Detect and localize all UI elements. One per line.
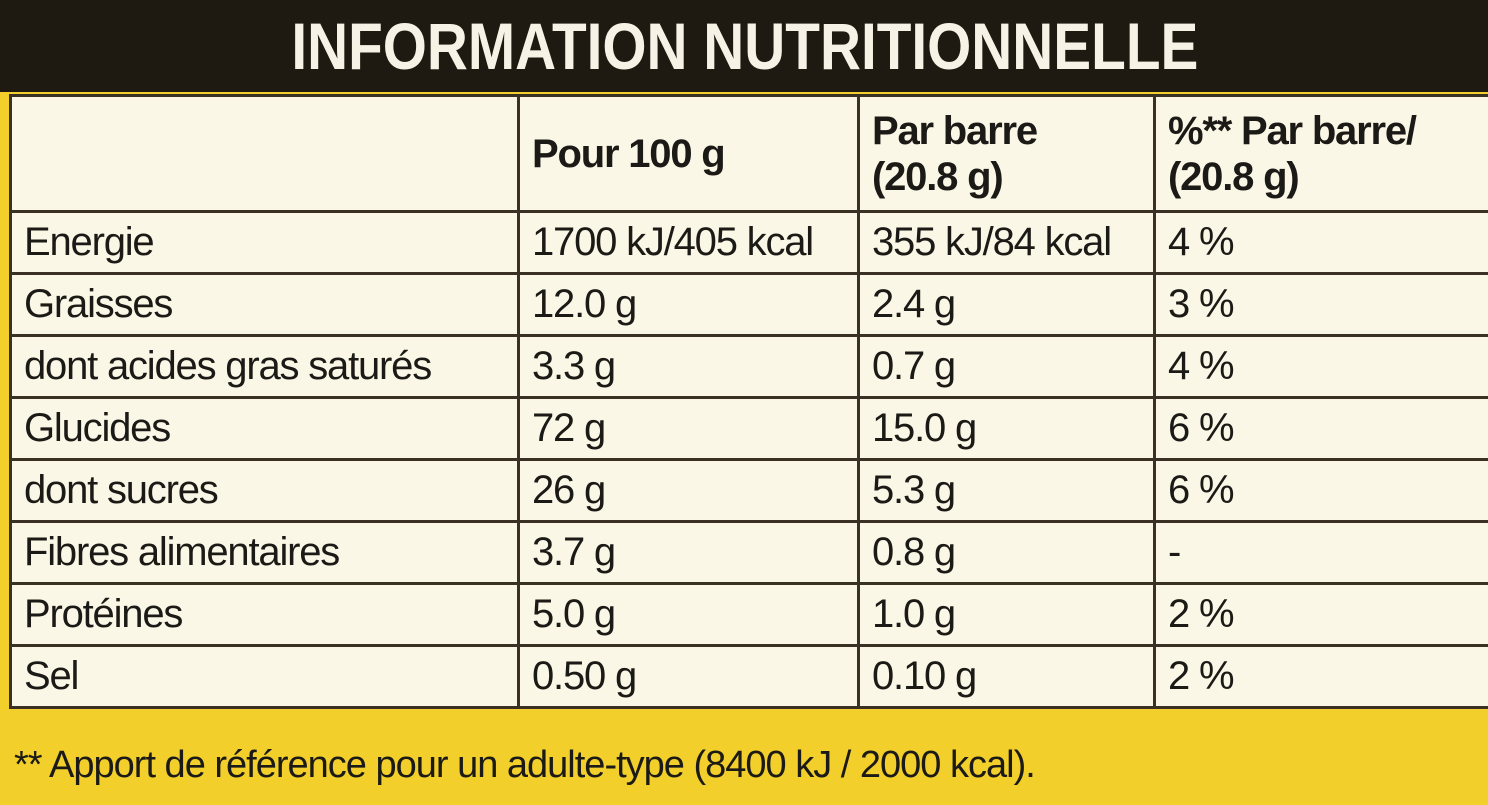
cell: 72 g [517,396,860,461]
footnote: ** Apport de référence pour un adulte-ty… [14,744,1036,786]
row-label: dont sucres [9,458,520,523]
row-label: Sel [9,644,520,709]
cell: 12.0 g [517,272,860,337]
row-label: Glucides [9,396,520,461]
cell: 4 % [1153,334,1488,399]
cell: 2.4 g [857,272,1156,337]
cell: 1700 kJ/405 kcal [517,210,860,275]
header-cell [9,94,520,213]
cell: 0.7 g [857,334,1156,399]
cell: 5.0 g [517,582,860,647]
cell: 355 kJ/84 kcal [857,210,1156,275]
title: INFORMATION NUTRITIONNELLE [291,9,1199,83]
cell: 2 % [1153,644,1488,709]
nutrition-table: Pour 100 g Par barre (20.8 g) %** Par barr… [9,94,1488,709]
cell: 3 % [1153,272,1488,337]
row-label: Graisses [9,272,520,337]
cell: 3.7 g [517,520,860,585]
cell: 6 % [1153,458,1488,523]
table-row: Energie 1700 kJ/405 kcal 355 kJ/84 kcal 4 % [9,210,1488,275]
cell: 1.0 g [857,582,1156,647]
header-row: Pour 100 g Par barre (20.8 g) %** Par barr… [9,94,1488,213]
cell: 0.8 g [857,520,1156,585]
row-label: Protéines [9,582,520,647]
row-label: Energie [9,210,520,275]
cell: 3.3 g [517,334,860,399]
row-label: Fibres alimentaires [9,520,520,585]
cell: 15.0 g [857,396,1156,461]
header-band [0,0,1488,92]
column-header: Pour 100 g [517,94,860,213]
cell: 2 % [1153,582,1488,647]
cell: 5.3 g [857,458,1156,523]
cell: 0.10 g [857,644,1156,709]
cell: 26 g [517,458,860,523]
column-header: Par barre (20.8 g) [857,94,1156,213]
column-header: %** Par barre/ (20.8 g) [1153,94,1488,213]
cell: - [1153,520,1488,585]
cell: 6 % [1153,396,1488,461]
table-row: Fibres alimentaires 3.7 g 0.8 g- [9,520,1488,585]
cell: 4 % [1153,210,1488,275]
row-label: dont acides gras saturés [9,334,520,399]
cell: 0.50 g [517,644,860,709]
